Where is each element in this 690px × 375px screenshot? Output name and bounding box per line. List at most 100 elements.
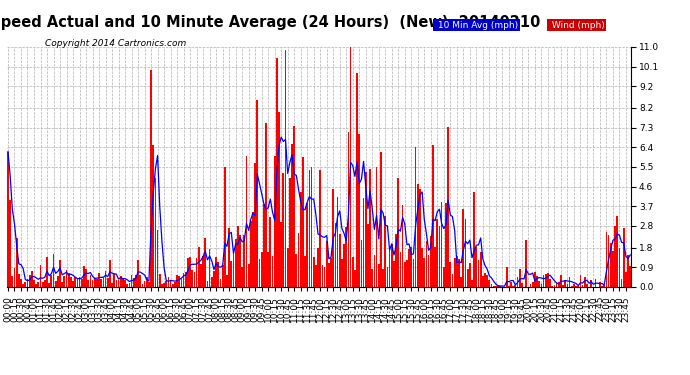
Bar	[471, 279, 473, 287]
Bar	[354, 270, 356, 287]
Bar	[9, 200, 11, 287]
Bar	[458, 260, 460, 287]
Bar	[155, 178, 157, 287]
Bar	[230, 261, 232, 287]
Bar	[608, 235, 609, 287]
Bar	[525, 240, 527, 287]
Bar	[107, 278, 108, 287]
Bar	[246, 156, 247, 287]
Bar	[549, 279, 551, 287]
Bar	[24, 282, 26, 287]
Bar	[356, 73, 358, 287]
Bar	[241, 267, 243, 287]
Bar	[46, 257, 48, 287]
Bar	[130, 274, 132, 287]
Bar	[278, 112, 280, 287]
Bar	[532, 282, 533, 287]
Bar	[404, 262, 406, 287]
Bar	[166, 281, 167, 287]
Bar	[553, 285, 555, 287]
Bar	[226, 275, 228, 287]
Bar	[148, 282, 150, 287]
Bar	[500, 286, 501, 287]
Bar	[480, 252, 482, 287]
Bar	[335, 224, 336, 287]
Bar	[328, 263, 330, 287]
Bar	[109, 260, 111, 287]
Bar	[267, 252, 269, 287]
Bar	[164, 283, 165, 287]
Bar	[430, 236, 432, 287]
Bar	[44, 279, 46, 287]
Bar	[237, 226, 239, 287]
Bar	[337, 197, 338, 287]
Bar	[547, 273, 549, 287]
Bar	[115, 280, 117, 287]
Bar	[202, 256, 204, 287]
Bar	[447, 127, 449, 287]
Bar	[248, 264, 250, 287]
Bar	[562, 285, 564, 287]
Bar	[482, 276, 484, 287]
Bar	[573, 284, 575, 287]
Bar	[272, 256, 273, 287]
Bar	[103, 278, 104, 287]
Bar	[358, 134, 360, 287]
Bar	[627, 255, 629, 287]
Bar	[250, 221, 252, 287]
Bar	[70, 278, 72, 287]
Bar	[623, 228, 624, 287]
Bar	[304, 256, 306, 287]
Bar	[489, 280, 490, 287]
Bar	[437, 219, 438, 287]
Bar	[566, 284, 569, 287]
Bar	[300, 192, 302, 287]
Bar	[411, 247, 412, 287]
Bar	[287, 248, 288, 287]
Bar	[324, 267, 326, 287]
Bar	[517, 278, 518, 287]
Bar	[22, 284, 24, 287]
Bar	[419, 189, 421, 287]
Bar	[111, 283, 113, 287]
Bar	[464, 219, 466, 287]
Bar	[510, 282, 512, 287]
Bar	[37, 282, 39, 287]
Bar	[113, 274, 115, 287]
Bar	[308, 170, 310, 287]
Text: Copyright 2014 Cartronics.com: Copyright 2014 Cartronics.com	[45, 39, 186, 48]
Bar	[198, 248, 199, 287]
Bar	[506, 267, 508, 287]
Bar	[456, 256, 457, 287]
Bar	[77, 279, 78, 287]
Bar	[575, 286, 577, 287]
Bar	[7, 152, 9, 287]
Bar	[599, 282, 601, 287]
Bar	[601, 286, 603, 287]
Bar	[343, 243, 345, 287]
Bar	[302, 157, 304, 287]
Bar	[120, 276, 121, 287]
Bar	[545, 274, 546, 287]
Bar	[322, 264, 323, 287]
Bar	[462, 209, 464, 287]
Bar	[289, 178, 290, 287]
Bar	[52, 254, 55, 287]
Bar	[72, 281, 74, 287]
Bar	[259, 259, 260, 287]
Bar	[551, 286, 553, 287]
Bar	[233, 250, 235, 287]
Bar	[152, 145, 154, 287]
Bar	[512, 286, 514, 287]
Bar	[341, 259, 343, 287]
Bar	[422, 248, 423, 287]
Bar	[276, 58, 277, 287]
Bar	[580, 275, 581, 287]
Bar	[137, 260, 139, 287]
Bar	[606, 232, 607, 287]
Bar	[313, 256, 315, 287]
Bar	[367, 224, 368, 287]
Bar	[215, 256, 217, 287]
Bar	[12, 276, 13, 287]
Bar	[139, 275, 141, 287]
